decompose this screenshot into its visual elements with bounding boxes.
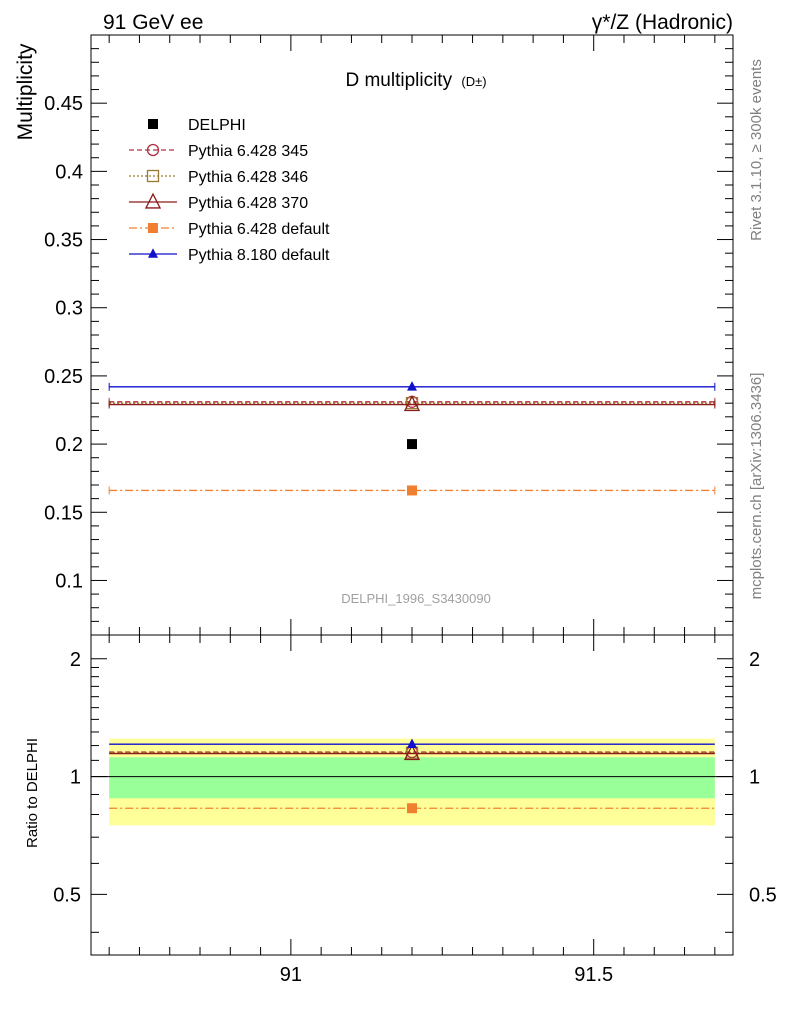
analysis-watermark: DELPHI_1996_S3430090 <box>341 591 491 606</box>
series-marker-5 <box>407 381 417 391</box>
legend-marker-1 <box>146 143 160 157</box>
series-marker-4 <box>407 485 417 496</box>
ratio-y-tick-label-right: 1 <box>749 767 760 789</box>
x-tick-label: 91 <box>280 964 302 986</box>
y-tick-label: 0.25 <box>44 366 83 388</box>
ratio-y-tick-label-right: 2 <box>749 649 760 671</box>
series-marker-3 <box>403 395 421 412</box>
legend-label-3: Pythia 6.428 370 <box>188 195 308 212</box>
y-tick-label: 0.15 <box>44 502 83 524</box>
legend-marker-3 <box>144 192 162 209</box>
legend-marker-4 <box>148 223 158 233</box>
ratio-panel: 91 91.5 0.5 0.5 1 1 2 2 <box>53 634 777 986</box>
rivet-version-label: Rivet 3.1.10, ≥ 300k events <box>748 59 765 241</box>
y-tick-label: 0.3 <box>55 298 83 320</box>
ratio-band-inner <box>109 757 715 799</box>
ratio-marker-3 <box>403 744 421 761</box>
x-tick-label: 91.5 <box>574 964 613 986</box>
ratio-marker-5 <box>407 738 417 748</box>
ratio-marker-4 <box>407 803 417 814</box>
legend-label-0: DELPHI <box>188 117 246 134</box>
ratio-y-tick-label-left: 2 <box>70 649 81 671</box>
ratio-y-tick-label-left: 0.5 <box>53 884 81 906</box>
chart-title-sub: (D±) <box>461 74 486 89</box>
process-label: γ*/Z (Hadronic) <box>592 11 733 34</box>
legend-label-2: Pythia 6.428 346 <box>188 169 308 186</box>
legend-marker-0 <box>148 119 158 129</box>
ratio-y-axis-label: Ratio to DELPHI <box>24 738 41 848</box>
legend-label-5: Pythia 8.180 default <box>188 247 330 264</box>
legend-marker-5 <box>148 248 158 258</box>
y-tick-label: 0.4 <box>55 161 83 183</box>
legend-label-1: Pythia 6.428 345 <box>188 143 308 160</box>
legend-marker-2 <box>146 169 160 183</box>
ratio-y-tick-label-right: 0.5 <box>749 884 777 906</box>
legend-label-4: Pythia 6.428 default <box>188 221 330 238</box>
legend: DELPHI Pythia 6.428 345 Pythia 6.428 346 Py… <box>129 117 330 264</box>
y-tick-label: 0.2 <box>55 434 83 456</box>
y-tick-label: 0.35 <box>44 230 83 252</box>
chart-title-main: D multiplicity <box>345 70 452 91</box>
data-point-0 <box>407 439 417 450</box>
y-tick-label: 0.45 <box>44 93 83 115</box>
y-axis-label: Multiplicity <box>14 43 37 140</box>
y-tick-label: 0.1 <box>55 570 83 592</box>
chart-title: D multiplicity (D±) <box>345 70 486 91</box>
mcplots-label: mcplots.cern.ch [arXiv:1306.3436] <box>748 373 765 600</box>
main-panel: 0.1 0.15 0.2 0.25 0.3 0.35 0.4 0.45 <box>44 34 734 636</box>
energy-label: 91 GeV ee <box>103 11 203 34</box>
ratio-y-tick-label-left: 1 <box>70 767 81 789</box>
